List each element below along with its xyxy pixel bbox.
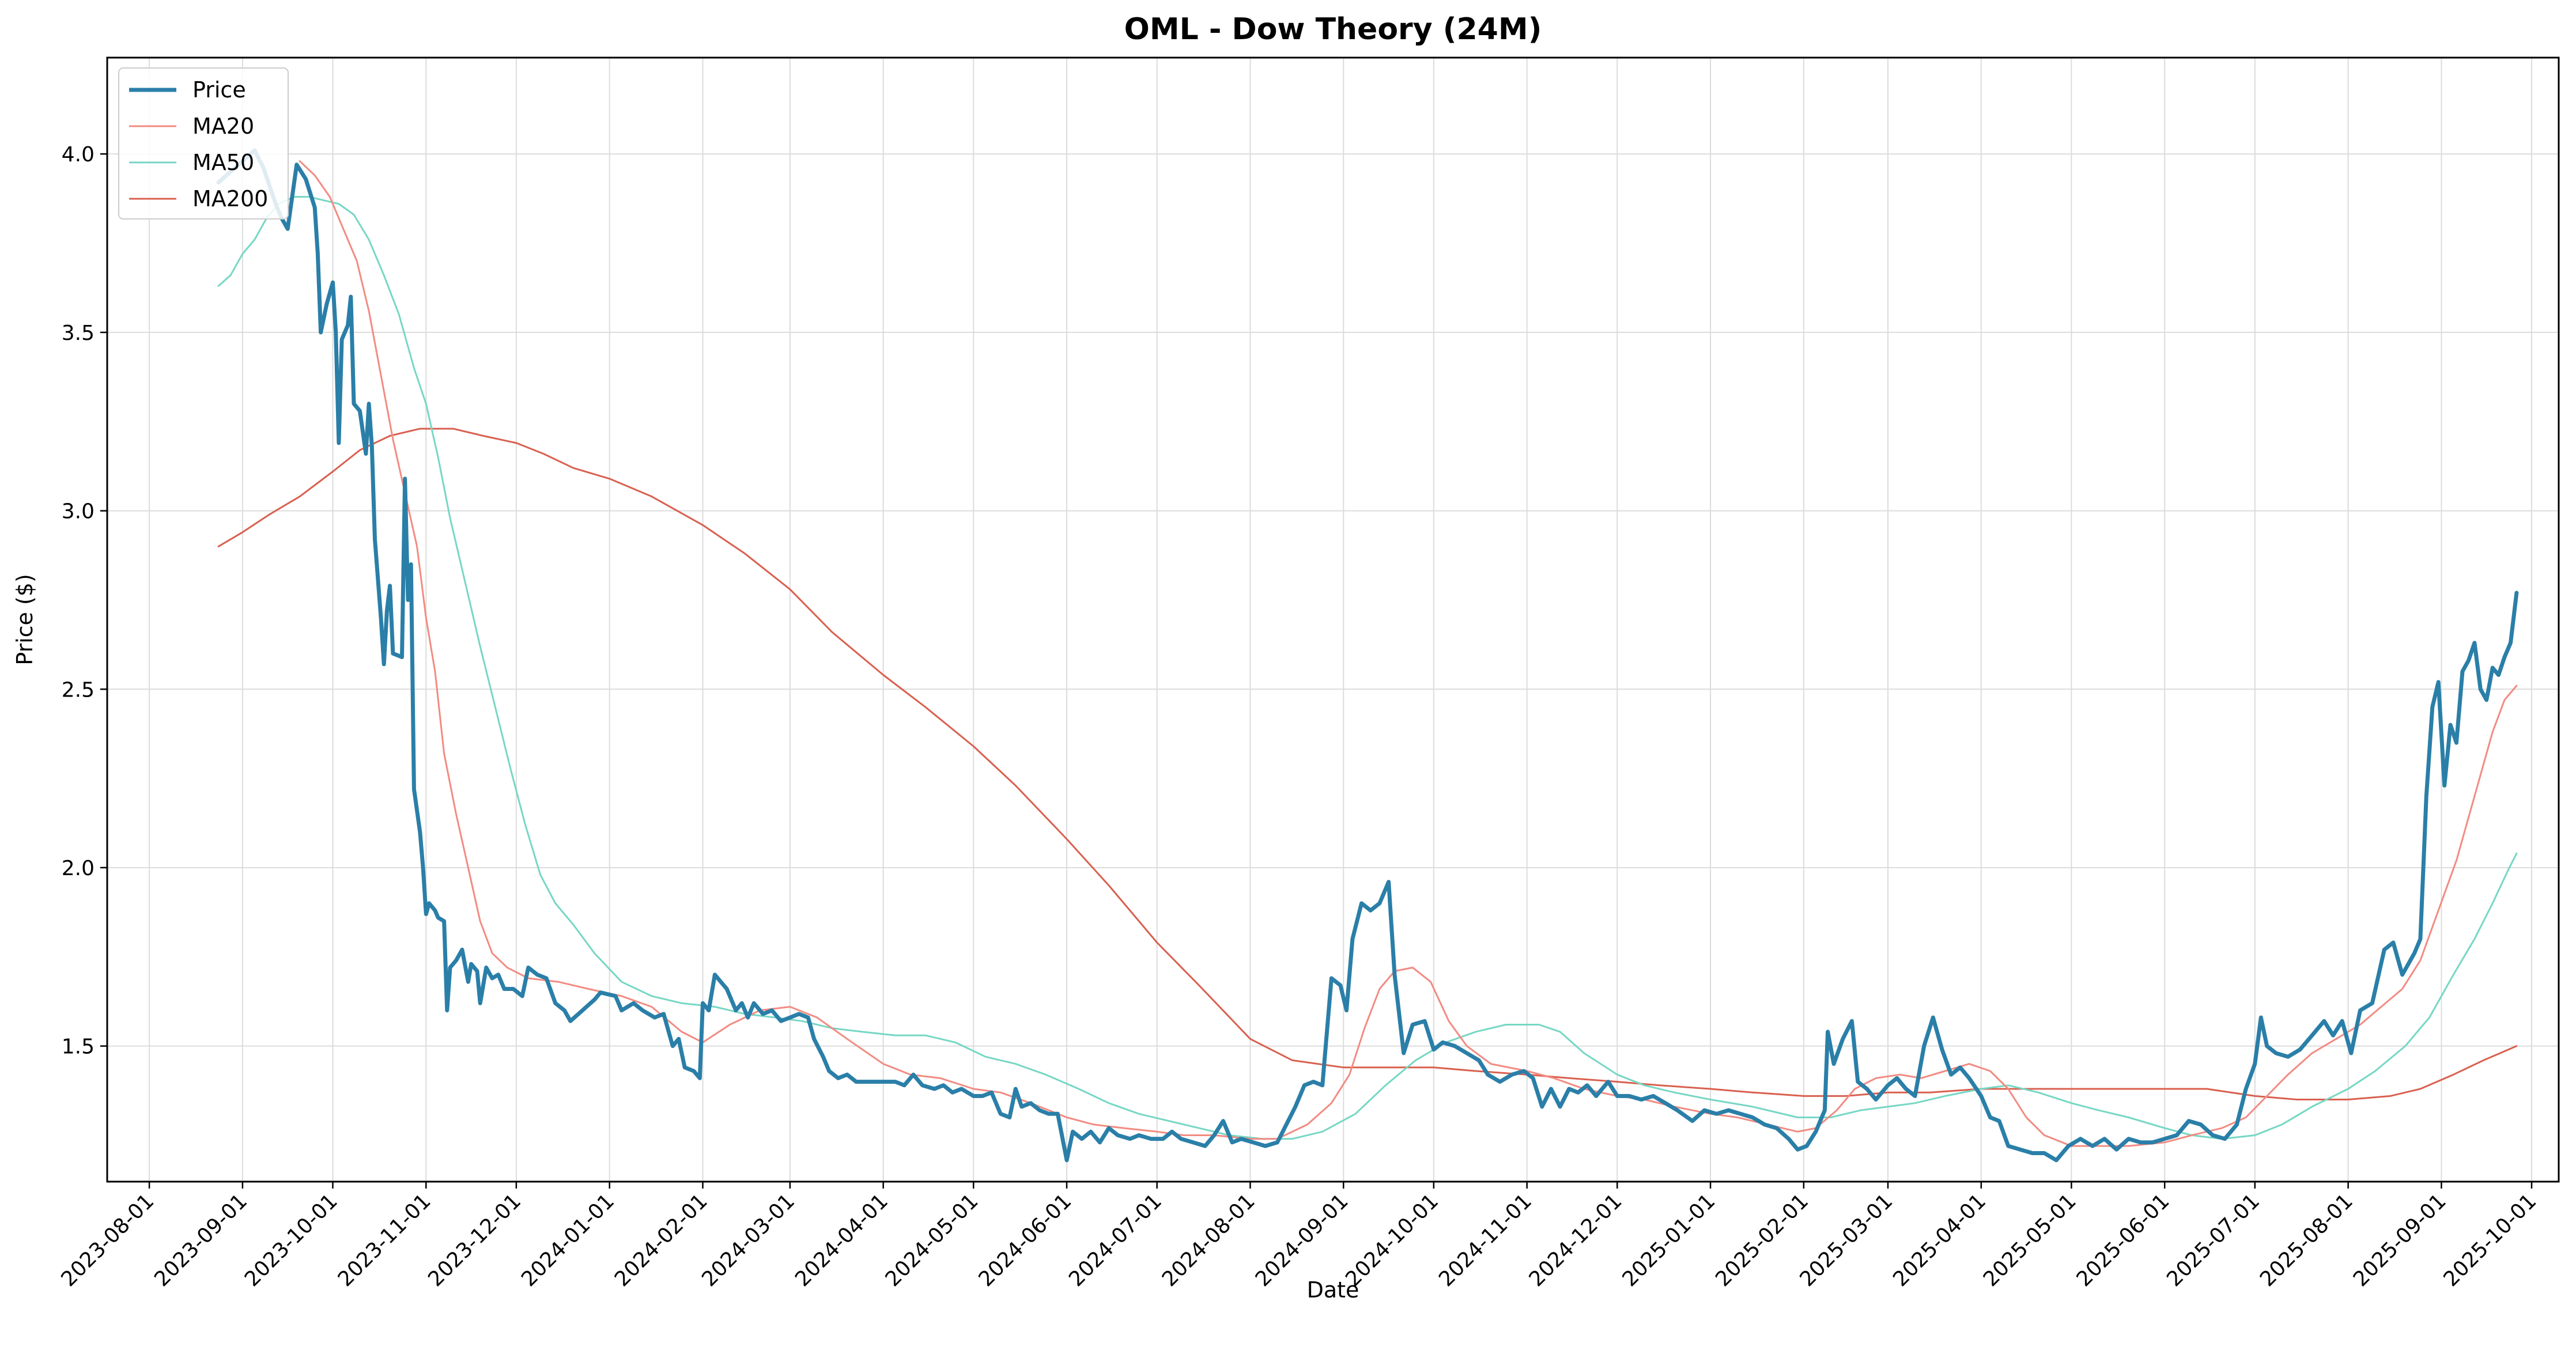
series-line-ma200 xyxy=(217,427,2518,1100)
y-tick-label: 1.5 xyxy=(62,1035,95,1059)
x-axis-label: Date xyxy=(1307,1277,1359,1303)
y-tick-label: 2.5 xyxy=(62,678,95,702)
y-tick-label: 3.5 xyxy=(62,321,95,345)
chart-title: OML - Dow Theory (24M) xyxy=(1124,12,1542,47)
y-tick-label: 2.0 xyxy=(62,857,95,880)
legend-box xyxy=(118,67,289,220)
series-line-ma20 xyxy=(299,160,2518,1147)
series-line-ma50 xyxy=(217,196,2518,1140)
legend-label-ma200: MA200 xyxy=(192,186,268,211)
y-tick-label: 4.0 xyxy=(62,143,95,167)
series-line-price xyxy=(216,148,2519,1163)
legend-label-price: Price xyxy=(192,77,246,103)
legend-label-ma20: MA20 xyxy=(192,113,254,139)
legend-label-ma50: MA50 xyxy=(192,150,254,175)
legend: Price MA20 MA50 MA200 xyxy=(118,67,289,220)
y-tick-label: 3.0 xyxy=(62,500,95,524)
series-lines xyxy=(216,148,2519,1163)
plot-frame xyxy=(106,56,2560,1183)
y-axis-label: Price ($) xyxy=(12,574,37,665)
